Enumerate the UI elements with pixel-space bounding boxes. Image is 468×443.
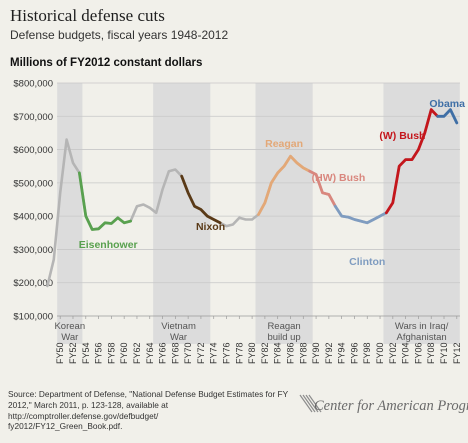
y-tick-label: $400,000 xyxy=(13,212,53,223)
x-tick-label: FY54 xyxy=(81,342,91,364)
cap-logo: Center for American Progress xyxy=(314,398,468,414)
segment-label: Clinton xyxy=(349,256,385,268)
y-tick-label: $700,000 xyxy=(13,112,53,123)
x-tick-label: FY70 xyxy=(183,342,193,364)
x-tick-label: FY78 xyxy=(234,342,244,364)
segment-label: Reagan xyxy=(265,138,303,150)
x-tick-label: FY56 xyxy=(94,342,104,364)
x-tick-label: FY76 xyxy=(222,342,232,364)
shaded-period-2 xyxy=(255,83,313,344)
series-segment-clinton xyxy=(333,204,388,225)
series-segment-reagan xyxy=(257,154,312,216)
segment-label: (W) Bush xyxy=(379,130,425,142)
series-segment-obama xyxy=(436,108,459,125)
x-tick-label: FY12 xyxy=(452,342,462,364)
x-tick-label: FY10 xyxy=(439,342,449,364)
source-note: Source: Department of Defense, "National… xyxy=(8,389,308,432)
source-url: fy2012/FY12_Green_Book.pdf. xyxy=(8,421,123,432)
x-tick-label: FY62 xyxy=(132,342,142,364)
y-tick-label: $100,000 xyxy=(13,312,53,323)
series-segment-nixon xyxy=(180,174,222,225)
x-tick-label: FY90 xyxy=(311,342,321,364)
x-tick-label: FY98 xyxy=(362,342,372,364)
x-tick-label: FY80 xyxy=(247,342,257,364)
shaded-period-label: War xyxy=(170,332,187,343)
x-tick-label: FY64 xyxy=(145,342,155,364)
series-segment-hw-bush xyxy=(308,169,337,208)
segment-label: (HW) Bush xyxy=(312,172,366,184)
source-text: Source: Department of Defense, "National… xyxy=(8,389,288,421)
x-tick-label: FY02 xyxy=(388,342,398,364)
chart-subtitle: Defense budgets, fiscal years 1948-2012 xyxy=(10,28,229,42)
x-tick-label: FY86 xyxy=(285,342,295,364)
x-tick-label: FY94 xyxy=(337,342,347,364)
x-tick-label: FY00 xyxy=(375,342,385,364)
shaded-period-label: Vietnam xyxy=(161,321,196,332)
x-tick-label: FY58 xyxy=(106,342,116,364)
x-tick-label: FY88 xyxy=(298,342,308,364)
shaded-period-label: build up xyxy=(267,332,300,343)
shaded-period-label: Reagan xyxy=(267,321,300,332)
y-tick-label: $200,000 xyxy=(13,278,53,289)
x-tick-label: FY68 xyxy=(170,342,180,364)
y-tick-label: $500,000 xyxy=(13,178,53,189)
segment-label: Obama xyxy=(429,98,465,110)
cap-flag-icon xyxy=(299,394,322,413)
shaded-period-label: Afghanistan xyxy=(397,332,447,343)
shaded-period-1 xyxy=(153,83,211,344)
series-segment-eisenhower xyxy=(78,171,132,231)
x-tick-label: FY08 xyxy=(426,342,436,364)
segment-label: Eisenhower xyxy=(79,239,138,251)
x-tick-label: FY96 xyxy=(349,342,359,364)
y-tick-label: $800,000 xyxy=(13,79,53,90)
x-tick-label: FY66 xyxy=(158,342,168,364)
y-axis-units-label: Millions of FY2012 constant dollars xyxy=(10,57,203,69)
shaded-period-3 xyxy=(383,83,460,344)
shaded-period-label: Wars in Iraq/ xyxy=(395,321,449,332)
y-tick-label: $300,000 xyxy=(13,245,53,256)
x-tick-label: FY92 xyxy=(324,342,334,364)
segment-label: Nixon xyxy=(196,221,225,233)
x-tick-label: FY74 xyxy=(209,342,219,364)
chart-title: Historical defense cuts xyxy=(10,6,165,25)
x-tick-label: FY52 xyxy=(68,342,78,364)
x-tick-label: FY72 xyxy=(196,342,206,364)
x-tick-label: FY60 xyxy=(119,342,129,364)
y-tick-label: $600,000 xyxy=(13,145,53,156)
x-tick-label: FY04 xyxy=(401,342,411,364)
shaded-period-label: War xyxy=(61,332,78,343)
shaded-period-0 xyxy=(57,83,83,344)
series-segment-w-bush xyxy=(385,108,439,215)
shaded-period-label: Korean xyxy=(54,321,85,332)
x-tick-label: FY84 xyxy=(273,342,283,364)
x-tick-label: FY82 xyxy=(260,342,270,364)
x-tick-label: FY50 xyxy=(55,342,65,364)
x-tick-label: FY06 xyxy=(413,342,423,364)
